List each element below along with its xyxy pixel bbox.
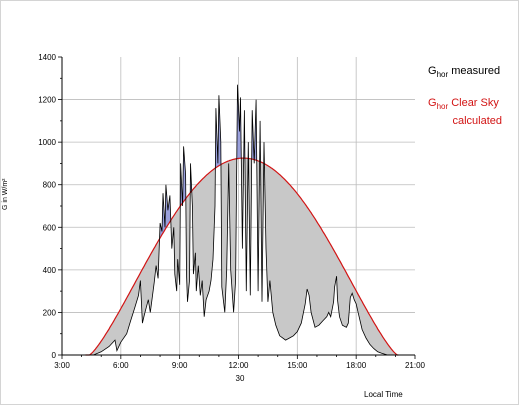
y-axis-label: G in W/m² [2, 178, 9, 211]
legend: Ghor measured Ghor Clear Sky calculated [428, 64, 516, 128]
x-tick-label: 9:00 [172, 361, 188, 370]
x-tick-label: 21:00 [405, 361, 426, 370]
legend-measured-text: measured [451, 65, 501, 77]
legend-clear-sub: hor [436, 102, 449, 111]
x-tick-label: 12:00 [228, 361, 249, 370]
legend-measured-prefix: G [428, 65, 437, 77]
x-date-label: 30 [235, 374, 245, 383]
legend-measured-sub: hor [436, 70, 449, 79]
y-tick-label: 1200 [38, 96, 56, 105]
legend-clear-text2: calculated [452, 115, 502, 127]
measured-line [62, 84, 415, 356]
x-tick-label: 18:00 [346, 361, 367, 370]
clear-sky-line [85, 157, 399, 356]
y-tick-label: 400 [43, 266, 57, 275]
x-tick-label: 3:00 [54, 361, 70, 370]
y-tick-label: 1400 [38, 53, 56, 62]
y-tick-label: 0 [52, 351, 57, 360]
x-tick-label: 6:00 [113, 361, 129, 370]
legend-clear-text: Clear Sky [451, 97, 499, 109]
y-tick-label: 1000 [38, 138, 56, 147]
y-tick-label: 200 [43, 308, 57, 317]
y-tick-label: 600 [43, 223, 57, 232]
deficit-area [89, 89, 398, 356]
x-tick-label: 15:00 [287, 361, 308, 370]
legend-measured: Ghor measured [428, 64, 516, 82]
y-tick-label: 800 [43, 181, 57, 190]
legend-clear-prefix: G [428, 97, 437, 109]
x-axis-label: Local Time [364, 390, 403, 399]
legend-clear-sky: Ghor Clear Sky calculated [428, 96, 516, 128]
